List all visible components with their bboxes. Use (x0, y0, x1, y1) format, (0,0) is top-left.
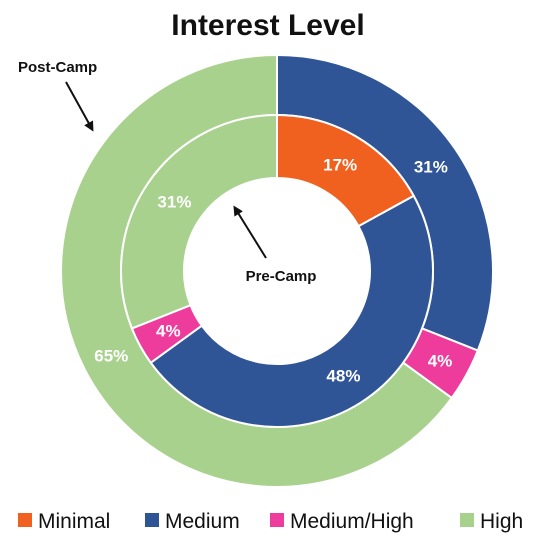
post-camp-label-medium: 31% (414, 157, 448, 176)
legend-swatch-medium (145, 513, 159, 527)
pre-camp-label-minimal: 17% (323, 155, 357, 174)
legend-swatch-medium-high (270, 513, 284, 527)
legend-swatch-high (460, 513, 474, 527)
pre-camp-slice-high (120, 113, 278, 330)
post-camp-annotation: Post-Camp (18, 59, 97, 76)
pre-camp-annotation: Pre-Camp (246, 268, 317, 285)
post-camp-label-high: 65% (94, 346, 128, 365)
legend-label-minimal: Minimal (38, 510, 110, 533)
pre-camp-ring (120, 113, 434, 428)
pre-camp-label-medium: 48% (326, 367, 360, 386)
legend-swatch-minimal (18, 513, 32, 527)
pre-camp-label-high: 31% (157, 192, 191, 211)
pre-camp-slice-medium (149, 194, 434, 428)
pre-camp-label-medium-high: 4% (156, 322, 181, 341)
post-camp-label-medium-high: 4% (428, 352, 453, 371)
chart-title: Interest Level (171, 9, 364, 42)
legend-label-high: High (480, 510, 523, 533)
post-camp-arrow (65, 81, 94, 132)
legend-label-medium: Medium (165, 510, 240, 533)
pre-camp-arrow (233, 205, 267, 259)
legend-label-medium-high: Medium/High (290, 510, 414, 533)
legend: Minimal Medium Medium/High High (18, 510, 523, 533)
slice-labels: 31% 4% 65% 17% 48% 4% 31% (94, 155, 452, 385)
